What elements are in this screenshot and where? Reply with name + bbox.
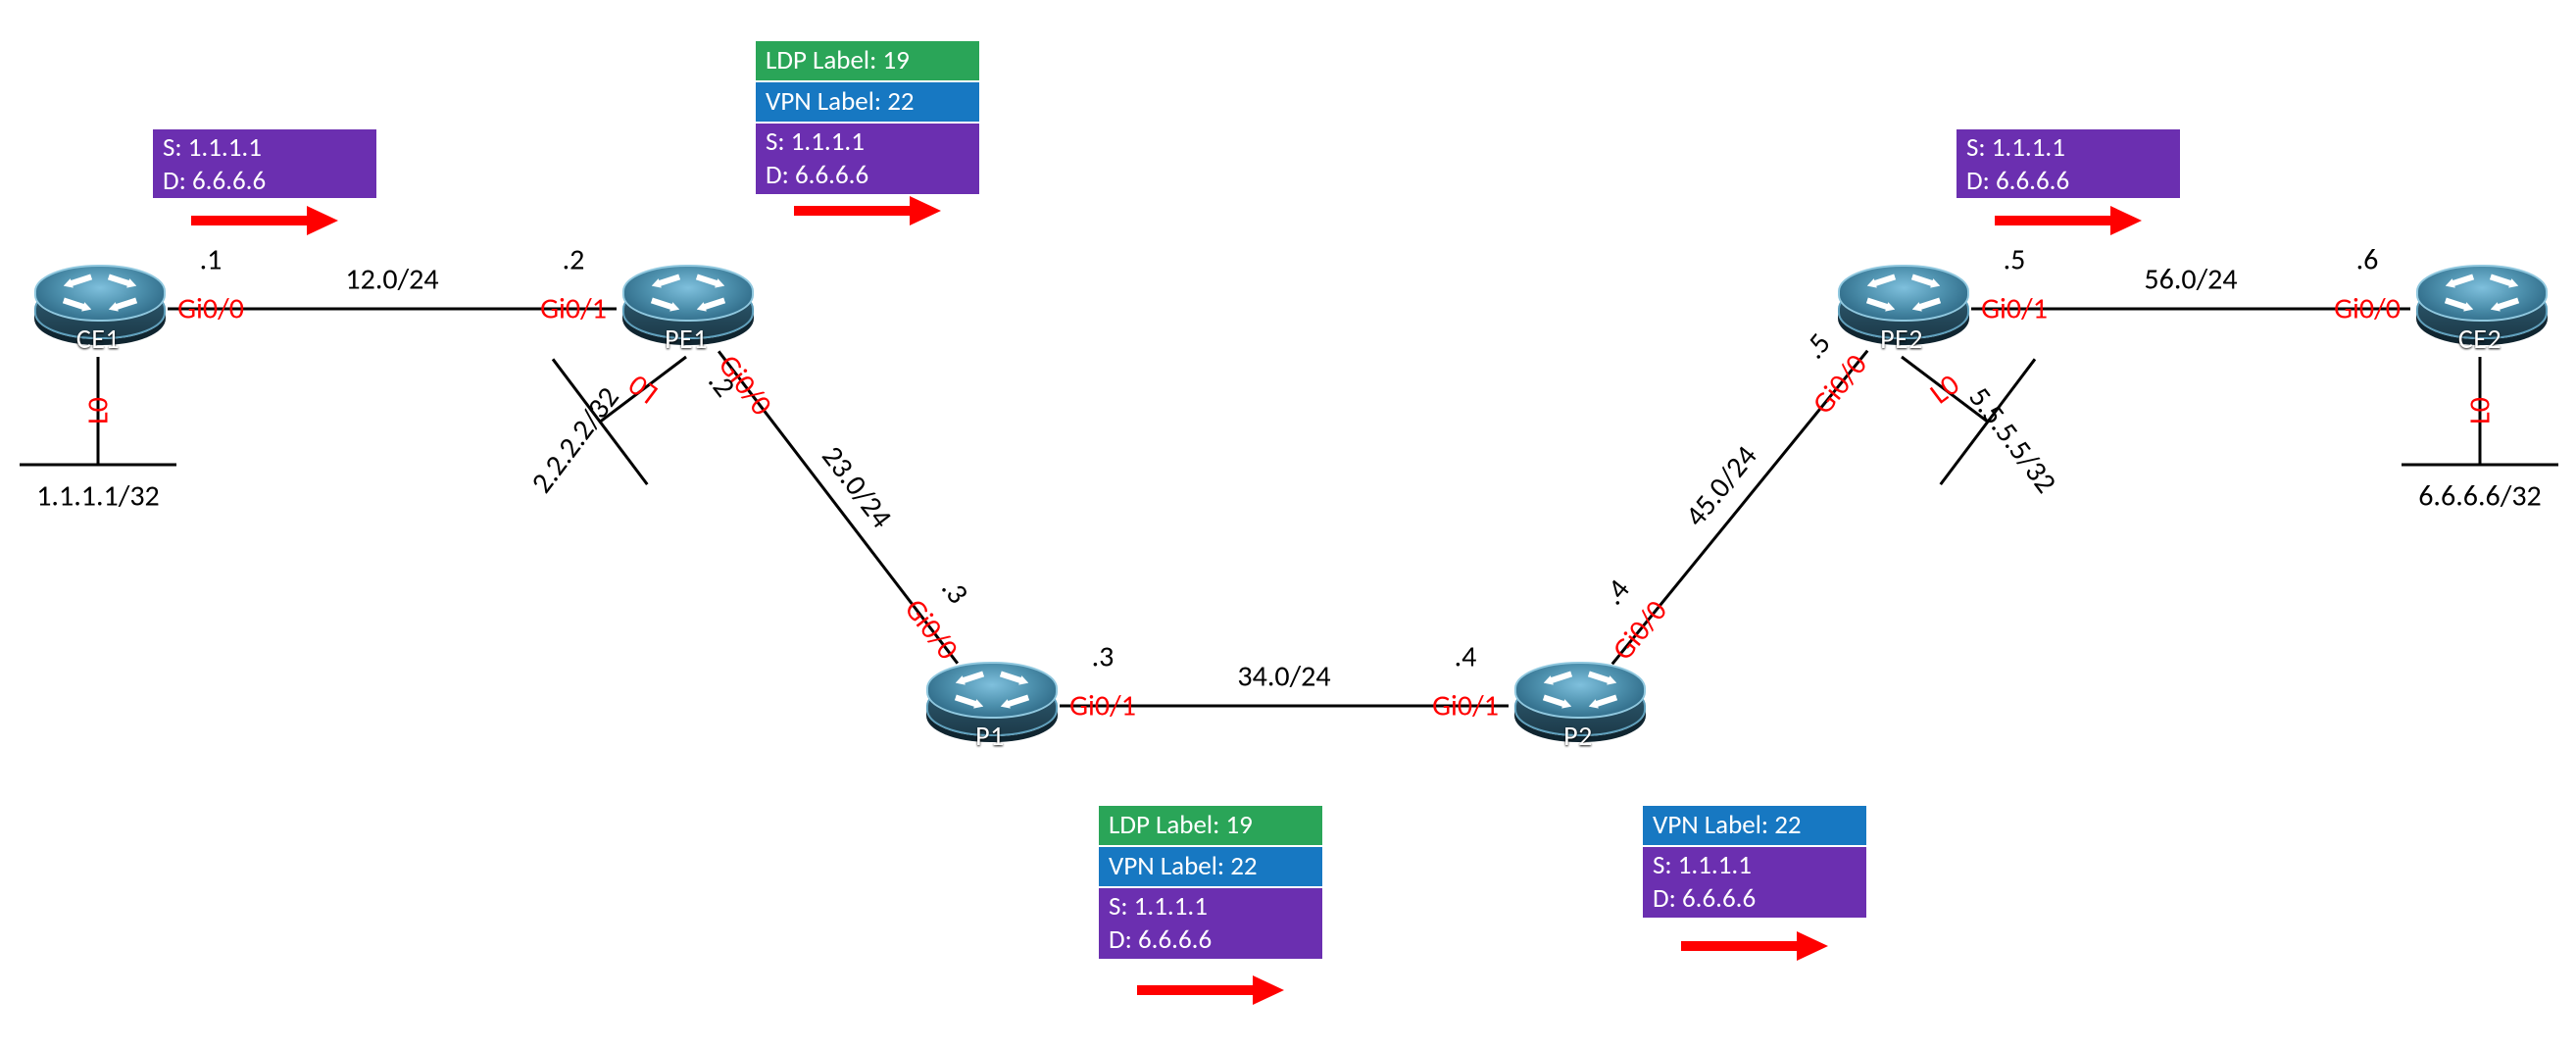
ip-label-row: S: 1.1.1.1D: 6.6.6.6 — [151, 127, 378, 200]
host-label: .3 — [933, 572, 975, 612]
loopback-interface-label: L0 — [1923, 367, 1966, 412]
interface-label: Gi0/1 — [1432, 688, 1499, 724]
router-pe2: PE2 — [1838, 265, 1965, 353]
loopback-address-label: 5.5.5.5/32 — [1961, 380, 2064, 501]
router-label: P1 — [926, 719, 1054, 753]
ldp-label-row: LDP Label: 19 — [754, 39, 981, 82]
loopback-address-label: 1.1.1.1/32 — [36, 478, 160, 515]
subnet-label: 56.0/24 — [2144, 262, 2237, 298]
interface-label: Gi0/1 — [1981, 291, 2048, 327]
router-p1: P1 — [926, 662, 1054, 750]
host-label: .1 — [200, 242, 223, 278]
router-label: PE1 — [622, 322, 750, 356]
loopback-interface-label: L0 — [621, 367, 665, 412]
direction-arrow — [1995, 206, 2142, 235]
host-label: .3 — [1092, 639, 1115, 675]
vpn-label-row: VPN Label: 22 — [1641, 804, 1868, 847]
diagram-canvas: Gi0/0Gi0/1.1.212.0/24Gi0/0Gi0/0.2.323.0/… — [0, 0, 2576, 1048]
interface-label: Gi0/0 — [177, 291, 244, 327]
interface-label: Gi0/1 — [1069, 688, 1136, 724]
packet-stack: S: 1.1.1.1D: 6.6.6.6 — [151, 127, 378, 200]
router-ce1: CE1 — [34, 265, 162, 353]
loopback-address-label: 6.6.6.6/32 — [2418, 478, 2542, 515]
interface-label: Gi0/1 — [540, 291, 607, 327]
ip-label-row: S: 1.1.1.1D: 6.6.6.6 — [1097, 888, 1324, 961]
ldp-label-row: LDP Label: 19 — [1097, 804, 1324, 847]
interface-label: Gi0/0 — [2334, 291, 2401, 327]
router-label: PE2 — [1838, 322, 1965, 356]
subnet-label: 34.0/24 — [1237, 659, 1330, 695]
host-label: .5 — [2004, 242, 2026, 278]
host-label: .5 — [1797, 325, 1839, 366]
direction-arrow — [191, 206, 338, 235]
router-ce2: CE2 — [2416, 265, 2544, 353]
loopback-address-label: 2.2.2.2/32 — [523, 380, 626, 501]
subnet-label: 12.0/24 — [345, 262, 438, 298]
subnet-label: 45.0/24 — [1678, 439, 1765, 534]
subnet-label: 23.0/24 — [814, 439, 899, 535]
ip-label-row: S: 1.1.1.1D: 6.6.6.6 — [1955, 127, 2182, 200]
packet-stack: LDP Label: 19VPN Label: 22S: 1.1.1.1D: 6… — [754, 39, 981, 196]
host-label: .4 — [1596, 573, 1638, 613]
packet-stack: VPN Label: 22S: 1.1.1.1D: 6.6.6.6 — [1641, 804, 1868, 920]
packet-stack: LDP Label: 19VPN Label: 22S: 1.1.1.1D: 6… — [1097, 804, 1324, 961]
ip-label-row: S: 1.1.1.1D: 6.6.6.6 — [1641, 847, 1868, 920]
router-pe1: PE1 — [622, 265, 750, 353]
router-label: P2 — [1514, 719, 1642, 753]
host-label: .4 — [1455, 639, 1477, 675]
direction-arrow — [794, 196, 941, 225]
vpn-label-row: VPN Label: 22 — [754, 82, 981, 124]
host-label: .6 — [2356, 242, 2379, 278]
loopback-interface-label: L0 — [80, 397, 117, 424]
router-label: CE2 — [2416, 322, 2544, 356]
loopback-interface-label: L0 — [2462, 397, 2499, 424]
direction-arrow — [1137, 975, 1284, 1005]
host-label: .2 — [563, 242, 585, 278]
direction-arrow — [1681, 931, 1828, 961]
router-label: CE1 — [34, 322, 162, 356]
vpn-label-row: VPN Label: 22 — [1097, 847, 1324, 888]
packet-stack: S: 1.1.1.1D: 6.6.6.6 — [1955, 127, 2182, 200]
router-p2: P2 — [1514, 662, 1642, 750]
ip-label-row: S: 1.1.1.1D: 6.6.6.6 — [754, 124, 981, 196]
